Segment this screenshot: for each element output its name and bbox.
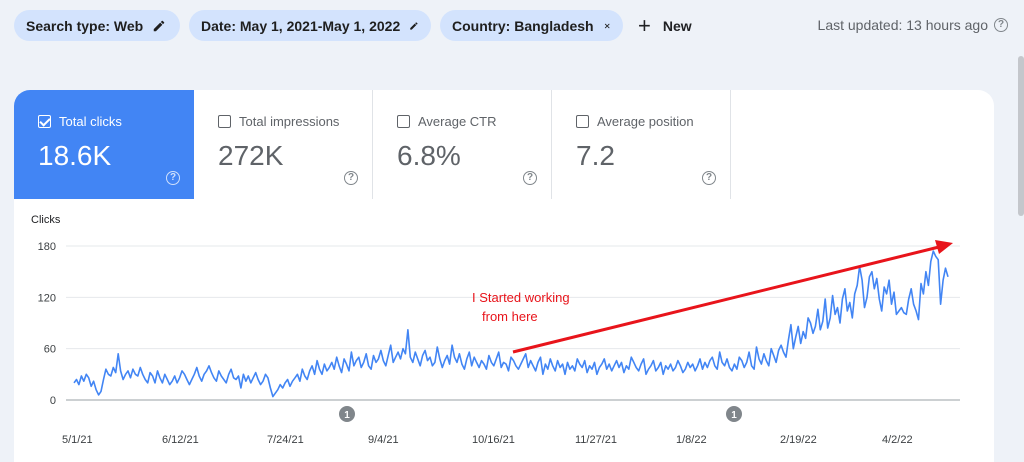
- metric-value: 7.2: [576, 140, 615, 171]
- date-label: Date: May 1, 2021-May 1, 2022: [201, 17, 401, 34]
- checkbox-icon[interactable]: [397, 115, 410, 128]
- x-tick-label: 11/27/21: [575, 434, 617, 446]
- marker-circle: [339, 406, 355, 422]
- metric-total-clicks[interactable]: Total clicks 18.6K ?: [14, 90, 194, 199]
- annotation-line2: from here: [482, 309, 538, 324]
- metric-tabs: Total clicks 18.6K ? Total impressions 2…: [14, 90, 731, 199]
- series-line: [73, 250, 949, 398]
- last-updated-text: Last updated: 13 hours ago: [817, 17, 988, 33]
- annotation-line1: I Started working: [472, 290, 570, 305]
- chart-grid: [66, 245, 960, 401]
- y-axis-label: Clicks: [31, 214, 61, 226]
- date-chip[interactable]: Date: May 1, 2021-May 1, 2022: [189, 10, 431, 41]
- metric-label: Average position: [597, 114, 694, 129]
- x-tick-label: 2/19/22: [780, 434, 817, 446]
- clicks-series: [73, 250, 949, 398]
- metric-header: Total impressions: [218, 114, 339, 129]
- chart-svg[interactable]: Clicks 0 60 120 180 5/1/21 6/12/21 7/24/21 9/4…: [14, 199, 994, 462]
- x-tick-label: 5/1/21: [62, 434, 93, 446]
- arrow-line: [512, 245, 940, 354]
- country-chip[interactable]: Country: Bangladesh: [440, 10, 623, 41]
- x-tick-label: 4/2/22: [882, 434, 913, 446]
- y-tick-label: 60: [44, 344, 56, 356]
- x-tick-labels: 5/1/21 6/12/21 7/24/21 9/4/21 10/16/21 11/27/…: [62, 434, 913, 446]
- y-tick-label: 0: [50, 395, 56, 407]
- x-tick-label: 1/8/22: [676, 434, 707, 446]
- close-icon[interactable]: [603, 19, 611, 33]
- checkbox-icon[interactable]: [576, 115, 589, 128]
- x-tick-label: 10/16/21: [472, 434, 515, 446]
- new-filter-button[interactable]: + New: [638, 10, 692, 41]
- last-updated: Last updated: 13 hours ago ?: [818, 17, 1008, 33]
- x-tick-label: 6/12/21: [162, 434, 199, 446]
- metric-value: 18.6K: [38, 140, 112, 171]
- search-type-label: Search type: Web: [26, 17, 144, 34]
- annotation-marker[interactable]: 1: [339, 406, 355, 422]
- scrollbar[interactable]: [1018, 56, 1024, 216]
- y-tick-labels: 0 60 120 180: [38, 241, 56, 407]
- marker-label: 1: [344, 410, 350, 421]
- new-filter-label: New: [662, 17, 692, 34]
- plus-icon: +: [638, 12, 651, 38]
- performance-card: Total clicks 18.6K ? Total impressions 2…: [14, 90, 994, 462]
- marker-label: 1: [731, 410, 737, 421]
- help-icon[interactable]: ?: [523, 171, 537, 185]
- metric-value: 272K: [218, 140, 284, 171]
- metric-header: Total clicks: [38, 114, 122, 129]
- checkbox-icon[interactable]: [218, 115, 231, 128]
- x-tick-label: 7/24/21: [267, 434, 304, 446]
- metric-label: Average CTR: [418, 114, 497, 129]
- filter-bar: Search type: Web Date: May 1, 2021-May 1…: [0, 0, 1024, 52]
- marker-circle: [726, 406, 742, 422]
- metric-value: 6.8%: [397, 140, 461, 171]
- metric-header: Average position: [576, 114, 694, 129]
- search-type-chip[interactable]: Search type: Web: [14, 10, 180, 41]
- x-tick-label: 9/4/21: [368, 434, 399, 446]
- y-tick-label: 180: [38, 241, 56, 253]
- help-icon[interactable]: ?: [344, 171, 358, 185]
- metric-total-impressions[interactable]: Total impressions 272K ?: [194, 90, 373, 199]
- metric-label: Total clicks: [59, 114, 122, 129]
- metric-average-ctr[interactable]: Average CTR 6.8% ?: [373, 90, 552, 199]
- metric-average-position[interactable]: Average position 7.2 ?: [552, 90, 731, 199]
- country-label: Country: Bangladesh: [452, 17, 594, 34]
- red-annotation: I Started working from here: [472, 240, 953, 354]
- pencil-icon[interactable]: [152, 19, 166, 33]
- clicks-chart[interactable]: Clicks 0 60 120 180 5/1/21 6/12/21 7/24/21 9/4…: [14, 199, 994, 462]
- checkbox-checked-icon[interactable]: [38, 115, 51, 128]
- pencil-icon[interactable]: [409, 19, 419, 33]
- help-icon[interactable]: ?: [702, 171, 716, 185]
- annotation-marker[interactable]: 1: [726, 406, 742, 422]
- metric-label: Total impressions: [239, 114, 340, 129]
- metric-header: Average CTR: [397, 114, 497, 129]
- y-tick-label: 120: [38, 292, 56, 304]
- help-icon[interactable]: ?: [166, 171, 180, 185]
- arrow-head-icon: [935, 240, 953, 254]
- help-icon[interactable]: ?: [994, 18, 1008, 32]
